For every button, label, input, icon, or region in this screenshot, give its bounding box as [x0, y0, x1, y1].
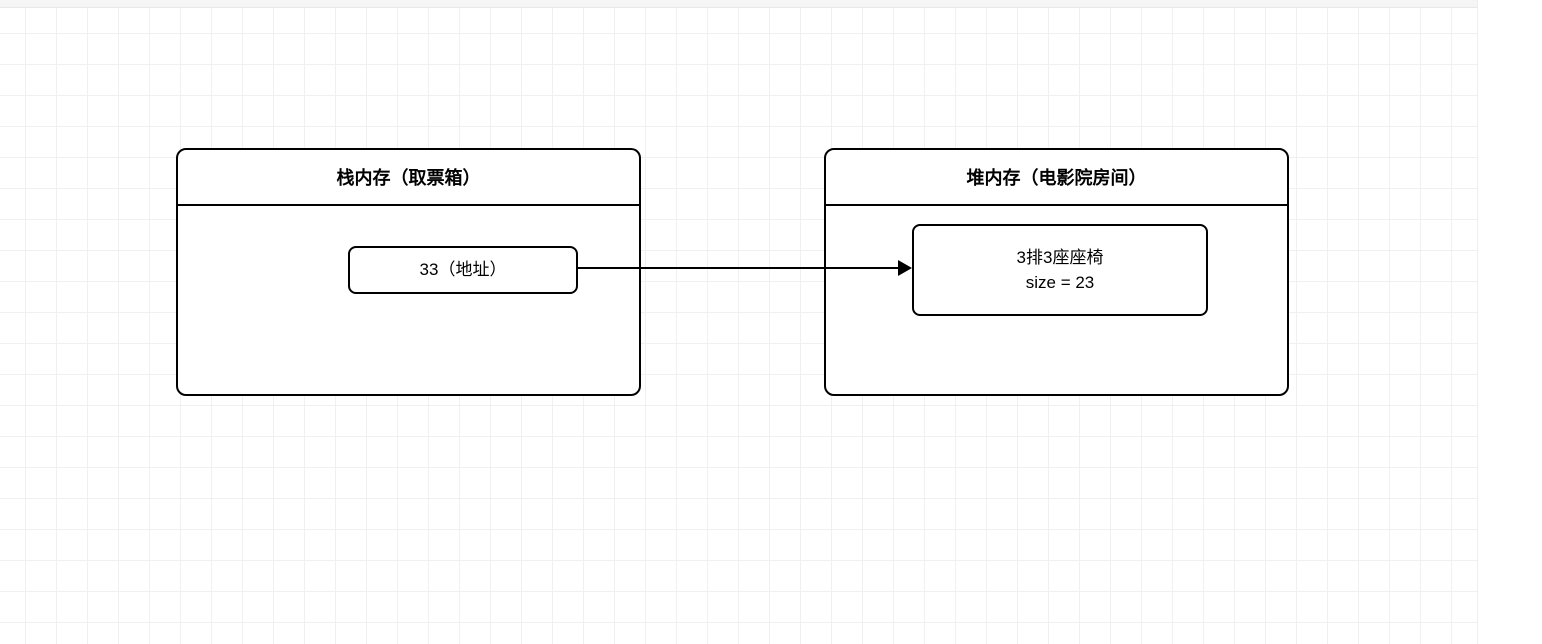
pointer-arrow-line	[576, 267, 900, 269]
seat-box: 3排3座座椅 size = 23	[912, 224, 1208, 316]
seat-text-line2: size = 23	[1026, 270, 1095, 296]
address-box: 33（地址）	[348, 246, 578, 294]
stack-memory-box: 栈内存（取票箱） 33（地址）	[176, 148, 641, 396]
diagram-canvas: 栈内存（取票箱） 33（地址） 堆内存（电影院房间） 3排3座座椅 size =…	[0, 0, 1542, 644]
pointer-arrow-head	[898, 260, 912, 276]
heap-memory-box: 堆内存（电影院房间） 3排3座座椅 size = 23	[824, 148, 1289, 396]
stack-box-title: 栈内存（取票箱）	[178, 150, 639, 206]
heap-box-title: 堆内存（电影院房间）	[826, 150, 1287, 206]
address-text: 33（地址）	[420, 257, 507, 283]
seat-text-line1: 3排3座座椅	[1017, 245, 1104, 271]
